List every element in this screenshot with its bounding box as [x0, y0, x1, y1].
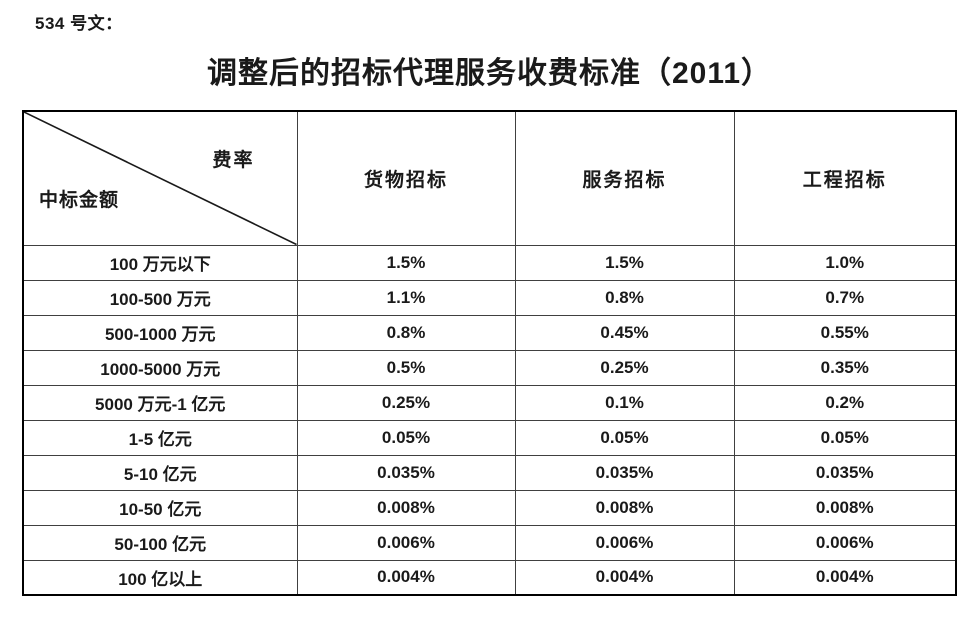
rate-value: 1.5% [514, 244, 735, 281]
table-row: 1-5 亿元 0.05% 0.05% 0.05% [22, 419, 957, 456]
table-row: 100 万元以下 1.5% 1.5% 1.0% [22, 244, 957, 281]
column-header-engineering-bidding: 工程招标 [733, 110, 957, 246]
corner-label-rate: 费率 [212, 150, 255, 171]
diagonal-divider-line [24, 112, 297, 245]
column-header-goods-bidding: 货物招标 [296, 110, 516, 246]
table-header-row: 费率 中标金额 货物招标 服务招标 工程招标 [22, 110, 957, 246]
rate-value: 0.8% [296, 314, 516, 351]
rate-value: 1.0% [733, 244, 957, 281]
diagonal-corner-cell: 费率 中标金额 [22, 110, 298, 246]
rate-value: 0.006% [733, 524, 957, 561]
table-row: 100-500 万元 1.1% 0.8% 0.7% [22, 279, 957, 316]
rate-value: 0.45% [514, 314, 735, 351]
rate-value: 0.004% [733, 559, 957, 596]
amount-range-label: 1000-5000 万元 [22, 349, 298, 386]
rate-value: 0.1% [514, 384, 735, 421]
amount-range-label: 1-5 亿元 [22, 419, 298, 456]
rate-value: 0.25% [296, 384, 516, 421]
amount-range-label: 100 亿以上 [22, 559, 298, 596]
rate-value: 0.8% [514, 279, 735, 316]
rate-value: 0.05% [514, 419, 735, 456]
rate-value: 0.008% [733, 489, 957, 526]
doc-number-label: 534 号文： [35, 14, 123, 33]
amount-range-label: 500-1000 万元 [22, 314, 298, 351]
rate-value: 0.006% [296, 524, 516, 561]
rate-value: 1.5% [296, 244, 516, 281]
page-title: 调整后的招标代理服务收费标准（2011） [206, 57, 773, 90]
amount-range-label: 50-100 亿元 [22, 524, 298, 561]
rate-value: 0.55% [733, 314, 957, 351]
table-row: 100 亿以上 0.004% 0.004% 0.004% [22, 559, 957, 596]
corner-label-amount: 中标金额 [39, 189, 120, 211]
table-row: 5000 万元-1 亿元 0.25% 0.1% 0.2% [22, 384, 957, 421]
rate-value: 0.7% [733, 279, 957, 316]
rate-value: 0.008% [514, 489, 735, 526]
table-body: 100 万元以下 1.5% 1.5% 1.0% 100-500 万元 1.1% 0.8% 0.… [22, 244, 957, 596]
amount-range-label: 100-500 万元 [22, 279, 298, 316]
rate-value: 1.1% [296, 279, 516, 316]
rate-value: 0.035% [296, 454, 516, 491]
rate-value: 0.035% [733, 454, 957, 491]
amount-range-label: 5-10 亿元 [22, 454, 298, 491]
rate-value: 0.004% [296, 559, 516, 596]
amount-range-label: 100 万元以下 [22, 244, 298, 281]
rate-value: 0.004% [514, 559, 735, 596]
rate-value: 0.035% [514, 454, 735, 491]
amount-range-label: 5000 万元-1 亿元 [22, 384, 298, 421]
rate-value: 0.2% [733, 384, 957, 421]
table-row: 1000-5000 万元 0.5% 0.25% 0.35% [22, 349, 957, 386]
table-row: 5-10 亿元 0.035% 0.035% 0.035% [22, 454, 957, 491]
rate-value: 0.5% [296, 349, 516, 386]
table-row: 10-50 亿元 0.008% 0.008% 0.008% [22, 489, 957, 526]
fee-rate-table: 费率 中标金额 货物招标 服务招标 工程招标 100 万元以下 1.5% 1.5% 1… [22, 110, 957, 596]
table-row: 50-100 亿元 0.006% 0.006% 0.006% [22, 524, 957, 561]
rate-value: 0.008% [296, 489, 516, 526]
column-header-service-bidding: 服务招标 [514, 110, 735, 246]
rate-value: 0.25% [514, 349, 735, 386]
rate-value: 0.05% [296, 419, 516, 456]
table-row: 500-1000 万元 0.8% 0.45% 0.55% [22, 314, 957, 351]
rate-value: 0.35% [733, 349, 957, 386]
rate-value: 0.05% [733, 419, 957, 456]
amount-range-label: 10-50 亿元 [22, 489, 298, 526]
rate-value: 0.006% [514, 524, 735, 561]
